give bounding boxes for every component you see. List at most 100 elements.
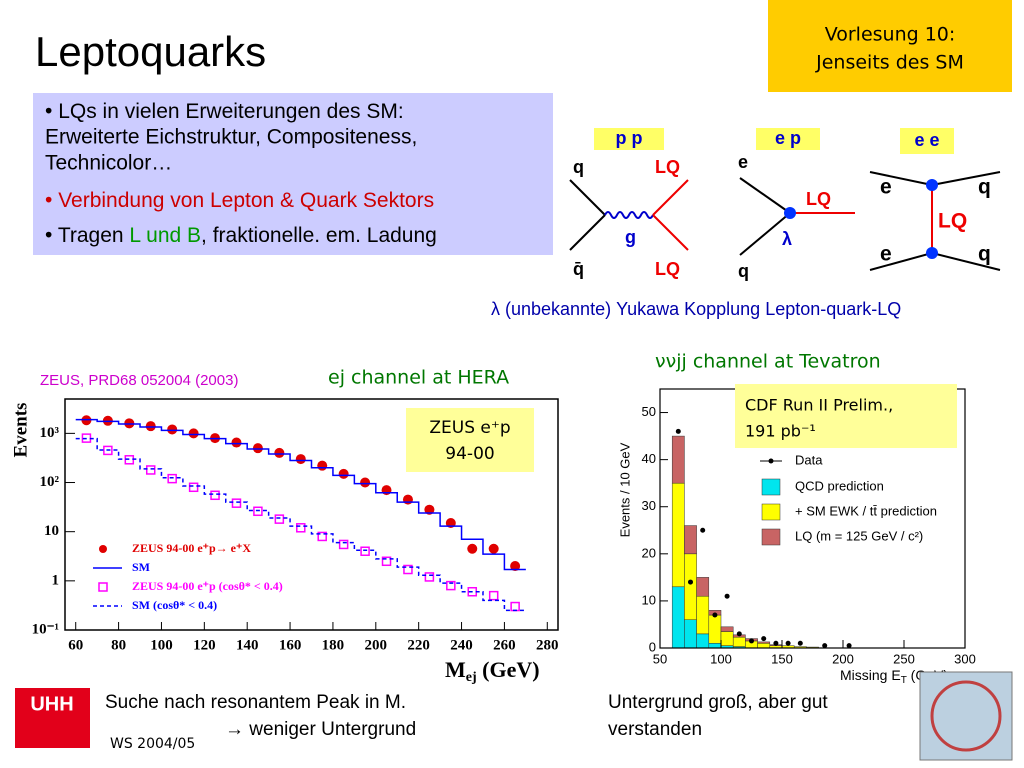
- particle: q̄: [573, 259, 584, 279]
- data-point: [822, 643, 828, 649]
- data-point: [736, 631, 742, 637]
- sm-line: [75, 437, 526, 612]
- data-point: [785, 640, 791, 646]
- hist-bar: [696, 595, 710, 635]
- diagram-label: e p: [775, 128, 801, 148]
- data-point: [295, 454, 306, 465]
- particle: q: [738, 261, 749, 281]
- legend-symbol: [761, 478, 781, 496]
- data-point: [338, 468, 349, 479]
- diagram-label: e e: [914, 130, 939, 150]
- hist-bar: [720, 626, 734, 632]
- plot-title: ej channel at HERA: [328, 367, 509, 389]
- x-tick-label: 160: [279, 637, 302, 653]
- footer-text: verstanden: [608, 719, 702, 740]
- legend-label: + SM EWK / tt̄ prediction: [795, 503, 937, 518]
- x-tick-label: 140: [236, 637, 259, 653]
- data-point: [145, 421, 156, 432]
- y-tick-label: 10³: [40, 425, 60, 441]
- bullet-line: Technicolor…: [45, 152, 172, 175]
- gluon: [604, 211, 654, 219]
- legend-symbol: [761, 503, 781, 521]
- x-tick-label: 100: [710, 651, 732, 666]
- data-point: [488, 543, 499, 554]
- hist-bar: [708, 614, 722, 644]
- legend-label: LQ (m = 125 GeV / c²): [795, 528, 923, 543]
- vertex: [926, 179, 938, 191]
- y-tick-label: 1: [52, 572, 60, 588]
- footer-text: → weniger Untergrund: [225, 719, 416, 740]
- hist-bar: [732, 636, 746, 647]
- data-point: [488, 590, 499, 601]
- coupling-note: λ (unbekannte) Yukawa Kopplung Lepton-qu…: [491, 299, 901, 319]
- particle: LQ: [938, 210, 967, 233]
- data-point: [403, 564, 413, 575]
- data-point: [317, 531, 327, 542]
- particle: q: [573, 157, 584, 177]
- data-point: [210, 490, 220, 501]
- legend-symbol: [99, 545, 107, 553]
- semester: WS 2004/05: [110, 736, 195, 752]
- data-point: [231, 498, 242, 508]
- data-point: [231, 437, 242, 448]
- legend-label: Data: [795, 452, 823, 467]
- hist-bar: [671, 482, 685, 588]
- line: [569, 179, 606, 216]
- line: [652, 214, 689, 251]
- diagrams: p p q q̄ g LQ LQ e p e q λ LQ e e e e q …: [569, 128, 1001, 281]
- title: Leptoquarks: [35, 28, 266, 75]
- x-tick-label: 280: [536, 637, 559, 653]
- data-point: [338, 539, 349, 550]
- particle: q: [978, 243, 991, 266]
- data-point: [274, 514, 285, 524]
- logo-text: UHH: [30, 693, 73, 715]
- logo: [15, 688, 90, 748]
- vertex: [926, 247, 938, 259]
- data-point: [712, 612, 718, 618]
- line: [652, 179, 689, 216]
- label-box: [900, 128, 954, 154]
- legend-symbol: [98, 582, 108, 592]
- particle: LQ: [655, 259, 680, 279]
- data-point: [360, 546, 370, 556]
- data-point: [274, 447, 285, 458]
- hist-bar: [720, 631, 734, 646]
- y-tick-label: 10⁻¹: [32, 621, 59, 637]
- event-image: [919, 671, 1013, 761]
- particle: q: [978, 176, 991, 199]
- data-point: [467, 543, 478, 554]
- footer-text: Suche nach resonantem Peak in M.: [105, 692, 406, 713]
- data-point: [675, 428, 681, 434]
- course-box: [768, 0, 1012, 92]
- info: CDF Run II Prelim.,: [745, 396, 893, 415]
- x-tick-label: 200: [832, 651, 854, 666]
- legend-symbol: [761, 528, 781, 546]
- hera-plot: 60 80 100 120 140 160 180 200 220 240 260 280 10⁻¹ 1 1…: [32, 398, 559, 653]
- event-image: [930, 680, 1002, 752]
- info-box: [735, 384, 957, 448]
- hist-bar: [696, 577, 710, 597]
- data-point: [381, 556, 392, 567]
- legend-label: SM (cosθ* < 0.4): [132, 598, 217, 612]
- data-point: [424, 572, 435, 582]
- data-point: [188, 482, 199, 493]
- x-tick-label: 180: [322, 637, 345, 653]
- line: [569, 214, 606, 251]
- data-point: [103, 445, 113, 456]
- data-point: [252, 443, 263, 454]
- x-tick-label: 120: [193, 637, 216, 653]
- x-tick-label: 200: [365, 637, 388, 653]
- data-point: [724, 593, 730, 599]
- data-point: [360, 477, 371, 488]
- reference: ZEUS, PRD68 052004 (2003): [40, 372, 238, 389]
- data-point: [773, 640, 779, 646]
- particle: g: [625, 227, 636, 247]
- bullet: • LQs in vielen Erweiterungen des SM:: [45, 100, 404, 123]
- data-point: [749, 638, 754, 644]
- x-tick-label: 240: [450, 637, 473, 653]
- data-point: [253, 506, 263, 517]
- data-point: [700, 527, 706, 533]
- line: [931, 252, 1001, 271]
- particle: e: [880, 243, 892, 266]
- y-tick-label: 10²: [40, 474, 60, 490]
